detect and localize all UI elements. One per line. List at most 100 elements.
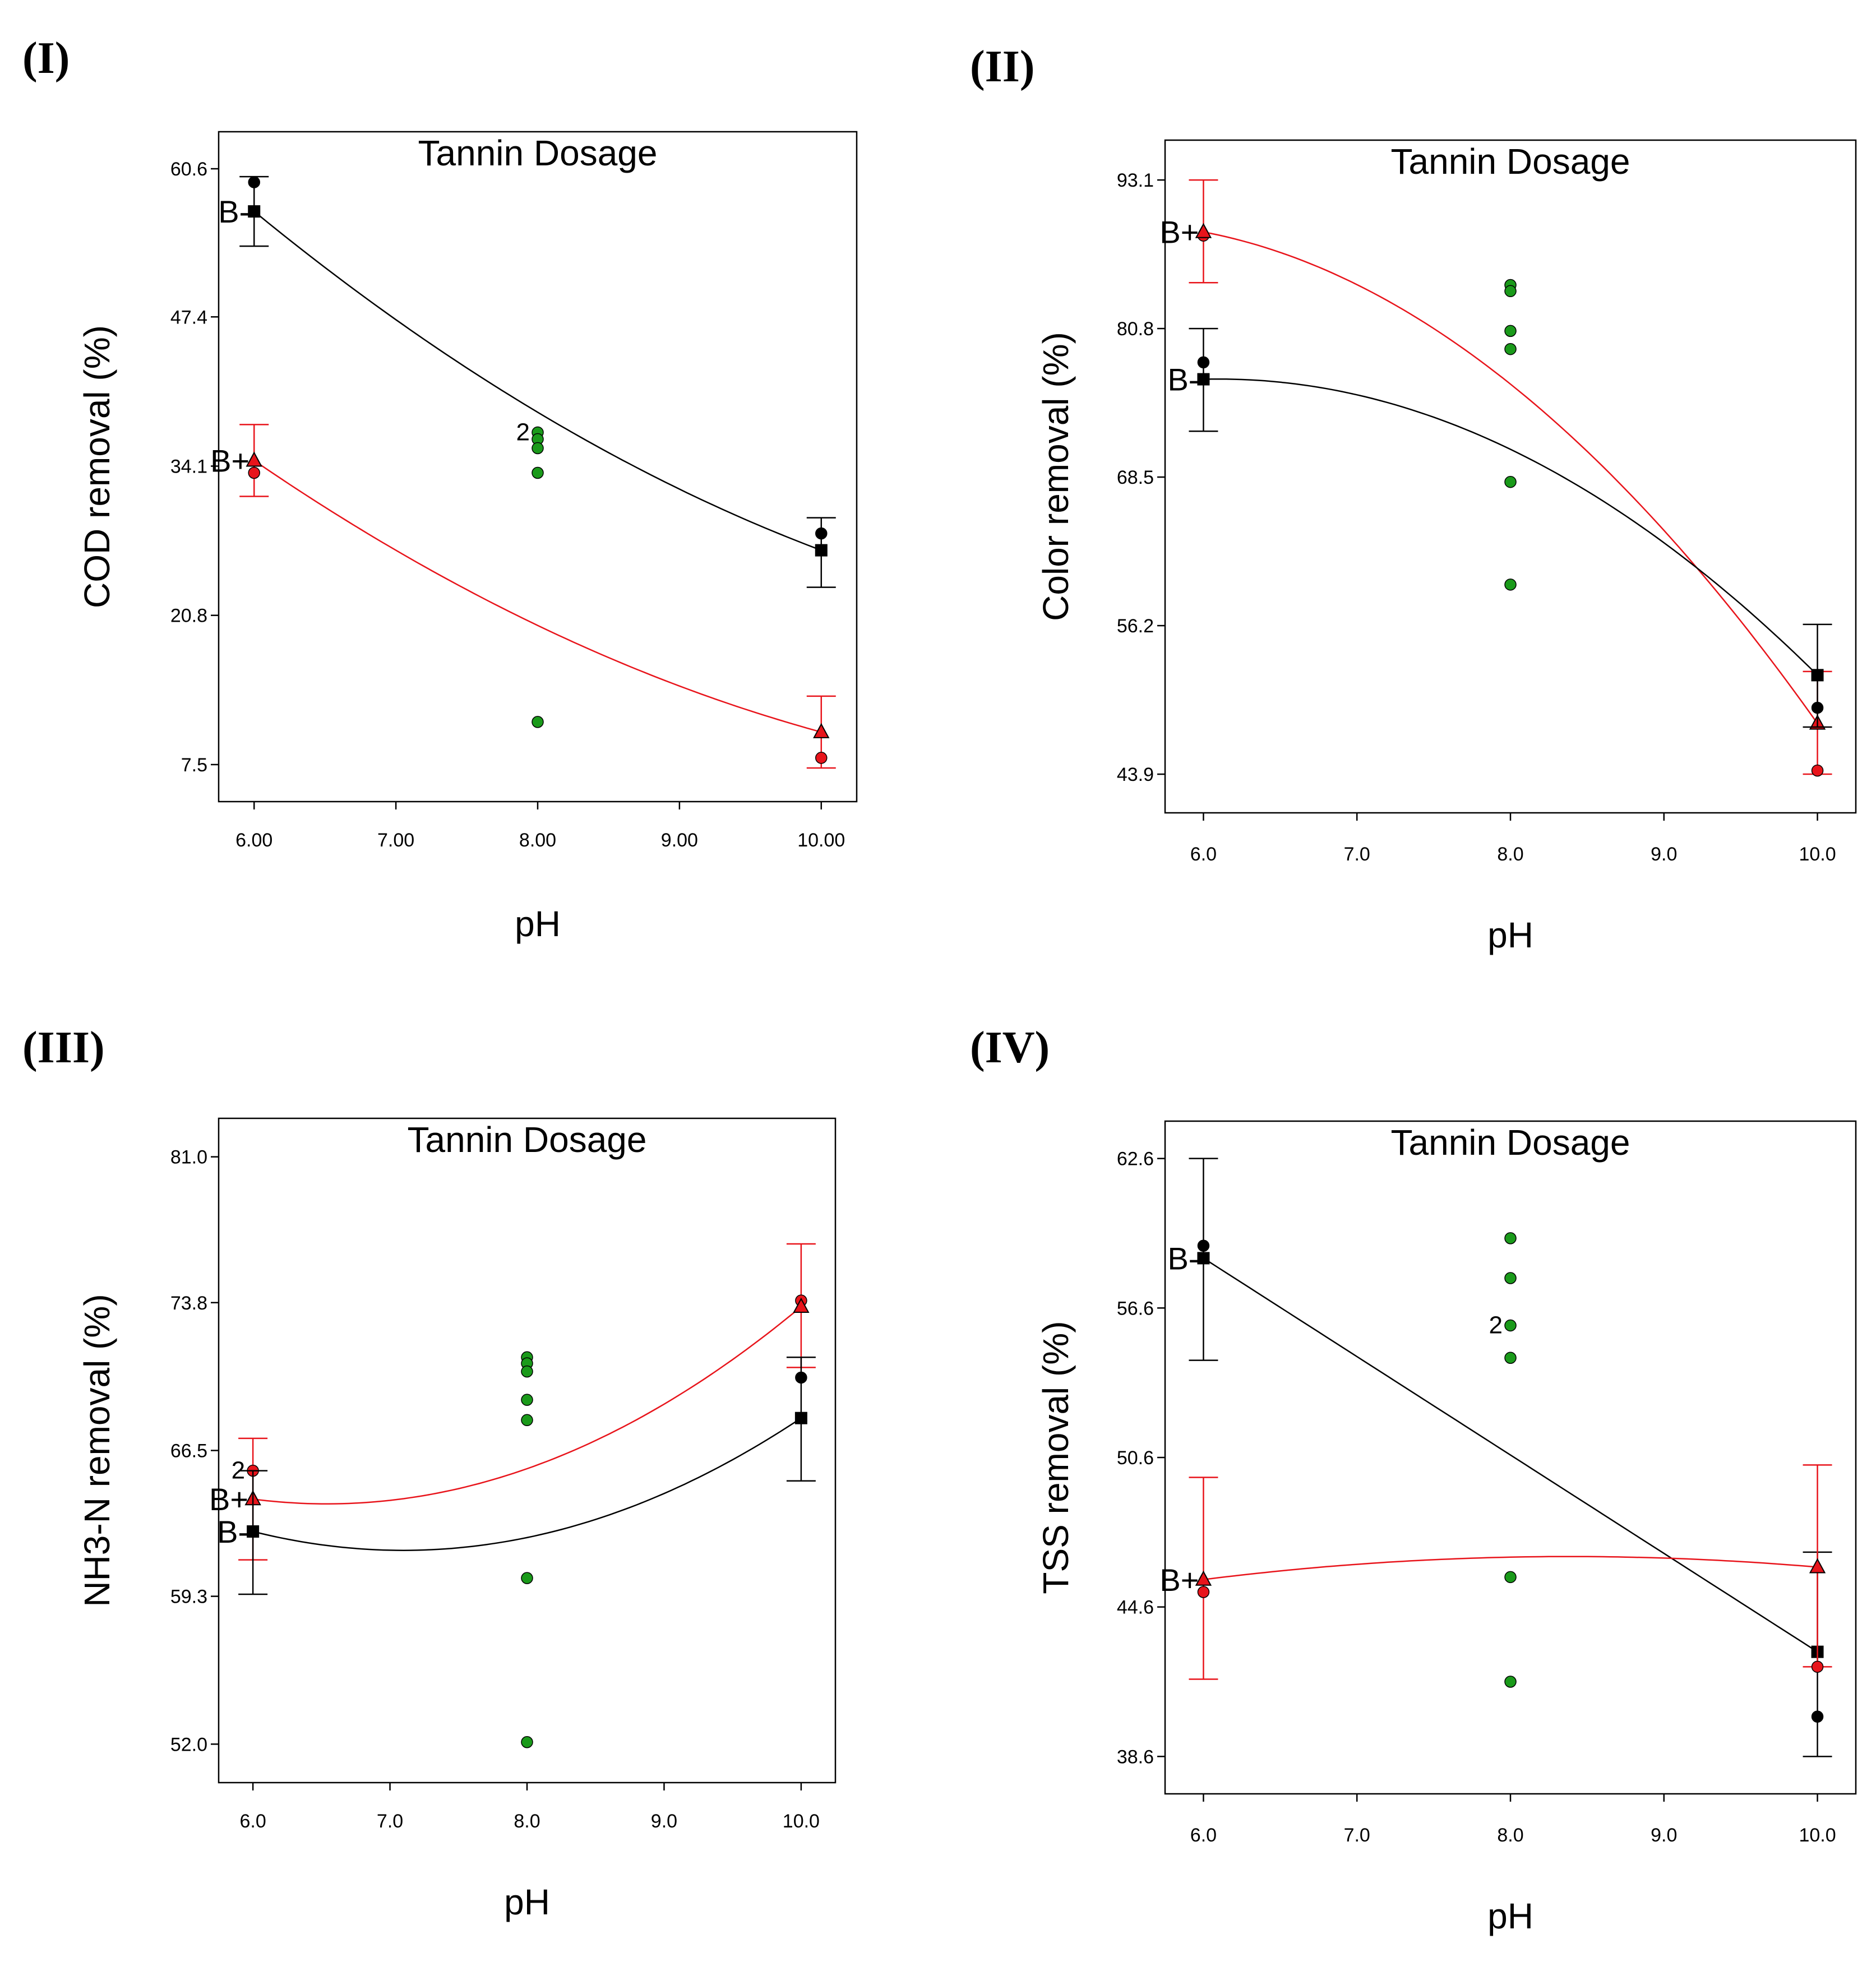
center-point (521, 1414, 533, 1427)
panel-label: (III) (22, 1023, 105, 1072)
series-label-B-: B- (218, 194, 249, 229)
observed-point (1811, 1710, 1824, 1723)
chart-panel-4: (IV) Tannin Dosage 38.6 44.6 50.6 56.6 62.6 6.0… (970, 1023, 1857, 1936)
center-point (521, 1572, 533, 1584)
x-tick-label: 9.0 (651, 1811, 677, 1832)
x-axis-title: pH (1487, 1896, 1533, 1936)
observed-point (1197, 1239, 1210, 1252)
center-point (1504, 1676, 1517, 1688)
chart-panel-2: (II) Tannin Dosage 43.9 56.2 68.5 80.8 93.1 6.0… (970, 42, 1857, 955)
chart-panel-3: (III) Tannin Dosage 52.0 59.3 66.5 73.8 81.0 6.… (22, 1023, 837, 1922)
x-axis-title: pH (1487, 915, 1533, 955)
y-tick-label: 34.1 (170, 456, 207, 477)
x-tick-label: 9.0 (1651, 1825, 1677, 1846)
chart-title: Tannin Dosage (1391, 141, 1630, 182)
predicted-marker-square (1811, 669, 1824, 682)
x-tick-label: 8.0 (1497, 844, 1523, 865)
x-tick-label: 7.0 (1344, 1825, 1370, 1846)
series-label-B-: B- (217, 1514, 248, 1549)
y-tick-label: 60.6 (170, 159, 207, 180)
y-tick-label: 81.0 (170, 1147, 207, 1168)
center-point (1504, 1352, 1517, 1364)
panel-label: (I) (22, 34, 70, 83)
y-axis-title: TSS removal (%) (1036, 1321, 1076, 1594)
predicted-marker-triangle (793, 1297, 810, 1313)
y-tick-label: 68.5 (1117, 467, 1154, 488)
y-tick-label: 56.2 (1117, 616, 1154, 637)
y-tick-label: 50.6 (1117, 1447, 1154, 1469)
predicted-marker-square (248, 205, 261, 218)
center-point (521, 1365, 533, 1378)
center-point (1504, 1272, 1517, 1284)
x-tick-label: 7.0 (377, 1811, 403, 1832)
predicted-marker-square (794, 1412, 807, 1424)
y-tick-label: 52.0 (170, 1734, 207, 1755)
predicted-marker-square (815, 544, 828, 557)
center-point (1504, 1232, 1517, 1244)
series-label-B-: B- (1167, 362, 1199, 397)
observed-point (1811, 1660, 1824, 1673)
observed-point (815, 752, 828, 764)
panel-label: (IV) (970, 1023, 1050, 1072)
y-tick-label: 80.8 (1117, 318, 1154, 340)
predicted-marker-square (247, 1525, 260, 1538)
predicted-marker-triangle (1195, 1570, 1212, 1586)
x-tick-label: 6.0 (1190, 844, 1217, 865)
center-point (521, 1394, 533, 1406)
predicted-marker-triangle (1809, 1558, 1826, 1574)
series-curve-B- (253, 211, 822, 551)
center-point (1504, 325, 1517, 337)
observed-point (815, 527, 828, 540)
series-curve-B- (1203, 1257, 1818, 1653)
series-curve-B+ (252, 1306, 802, 1505)
series-curve-B- (252, 1417, 802, 1551)
series-curve-B+ (253, 460, 822, 733)
series-label-B+: B+ (1159, 215, 1199, 250)
x-tick-label: 10.0 (783, 1811, 820, 1832)
y-tick-label: 59.3 (170, 1586, 207, 1608)
predicted-marker-triangle (813, 723, 830, 738)
x-tick-label: 6.0 (1190, 1825, 1217, 1846)
panel-label: (II) (970, 42, 1035, 91)
series-label-B-: B- (1167, 1241, 1199, 1276)
series-curve-B+ (1203, 231, 1818, 724)
center-point (1504, 1571, 1517, 1584)
observed-point (1811, 701, 1824, 714)
x-axis-title: pH (515, 904, 561, 944)
center-point (1504, 343, 1517, 355)
chart-panel-1: (I) Tannin Dosage 7.5 20.8 34.1 47.4 60.6 6.00 7… (22, 34, 858, 944)
x-tick-label: 10.0 (1799, 1825, 1836, 1846)
x-tick-label: 8.00 (519, 830, 556, 851)
series-curve-B+ (1203, 1556, 1818, 1581)
x-tick-label: 6.0 (239, 1811, 266, 1832)
x-axis-title: pH (504, 1882, 550, 1922)
y-tick-label: 43.9 (1117, 764, 1154, 785)
chart-title: Tannin Dosage (418, 133, 658, 173)
y-axis-title: NH3-N removal (%) (77, 1294, 117, 1607)
y-tick-label: 66.5 (170, 1441, 207, 1462)
y-tick-label: 38.6 (1117, 1746, 1154, 1767)
observed-point (248, 176, 260, 188)
x-tick-label: 9.00 (661, 830, 698, 851)
center-point (1504, 475, 1517, 488)
x-tick-label: 7.0 (1344, 844, 1370, 865)
observed-point (1197, 1586, 1210, 1598)
observed-point (795, 1371, 807, 1384)
predicted-marker-square (1197, 1252, 1210, 1265)
chart-title: Tannin Dosage (1391, 1122, 1630, 1163)
x-tick-label: 6.00 (235, 830, 272, 851)
series-label-B+: B+ (209, 1482, 248, 1517)
y-axis-title: COD removal (%) (77, 325, 117, 608)
point-count-label: 2 (516, 418, 530, 446)
y-tick-label: 93.1 (1117, 170, 1154, 191)
point-count-label: 2 (1489, 1311, 1503, 1339)
x-tick-label: 8.0 (514, 1811, 540, 1832)
y-tick-label: 62.6 (1117, 1149, 1154, 1170)
series-label-B+: B+ (1159, 1562, 1199, 1598)
center-point (532, 466, 544, 479)
observed-point (248, 466, 260, 479)
observed-point (1197, 356, 1210, 369)
observed-point (1811, 764, 1824, 777)
series-label-B+: B+ (210, 443, 249, 478)
y-axis-title: Color removal (%) (1036, 332, 1076, 621)
